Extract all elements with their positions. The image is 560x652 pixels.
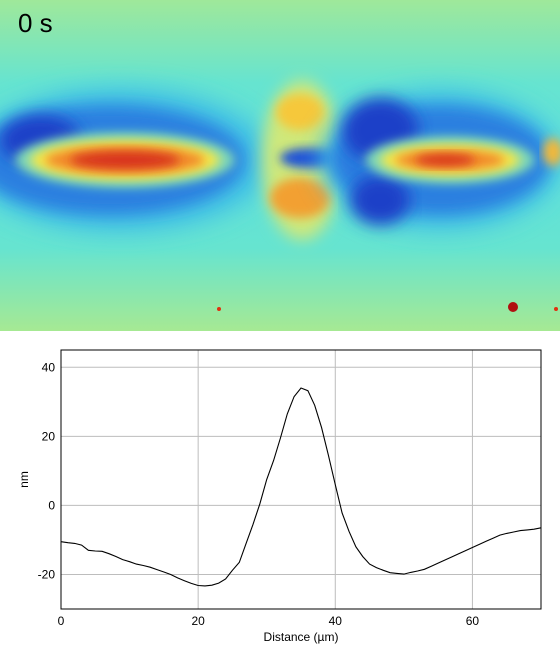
x-tick-label: 40 xyxy=(329,614,343,628)
y-tick-label: 0 xyxy=(48,498,55,512)
axis-ticks: 0 20 40 60 -20 0 20 40 xyxy=(38,360,480,628)
left-lobe xyxy=(0,88,270,232)
y-tick-label: -20 xyxy=(38,567,56,581)
x-axis-label: Distance (µm) xyxy=(264,630,339,644)
time-label: 0 s xyxy=(18,8,53,38)
y-tick-label: 40 xyxy=(42,360,56,374)
particle-spot xyxy=(508,302,518,312)
x-tick-label: 60 xyxy=(466,614,480,628)
series-line xyxy=(60,387,542,587)
profile-chart: 0 20 40 60 -20 0 20 40 Distance (µm) nm xyxy=(17,349,542,644)
right-lobe xyxy=(320,90,560,230)
x-tick-label: 0 xyxy=(58,614,65,628)
height-map-image xyxy=(0,0,560,331)
plot-frame xyxy=(60,349,542,610)
particle-spot xyxy=(217,307,221,311)
particle-spot xyxy=(554,307,558,311)
y-axis-label: nm xyxy=(17,471,31,488)
center-lobe xyxy=(262,80,342,240)
x-tick-label: 20 xyxy=(191,614,205,628)
y-tick-label: 20 xyxy=(42,429,56,443)
